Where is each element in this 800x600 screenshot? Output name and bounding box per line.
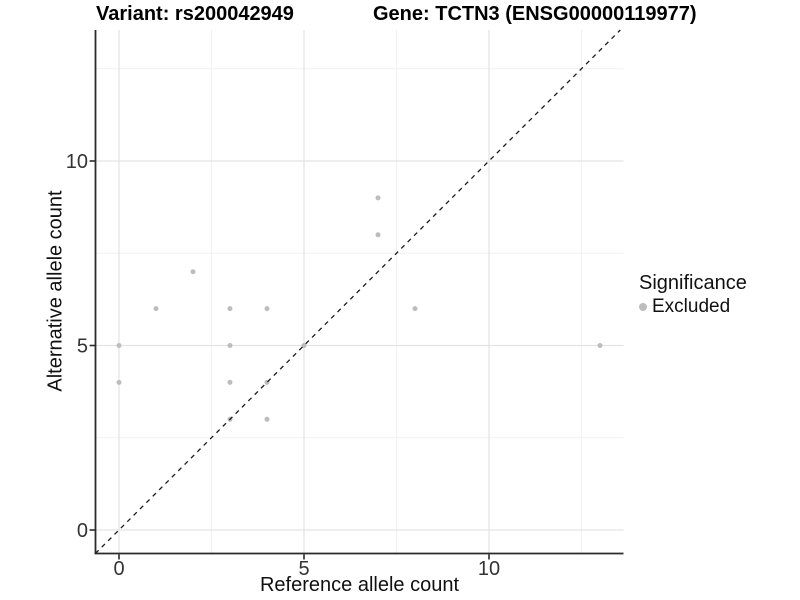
data-point	[597, 343, 603, 348]
plot-title-gene: Gene: TCTN3 (ENSG00000119977)	[373, 3, 697, 25]
identity-line	[94, 29, 621, 554]
data-point	[301, 343, 307, 348]
data-point	[190, 269, 196, 275]
data-point	[412, 306, 418, 312]
data-point	[227, 343, 233, 348]
data-point	[116, 343, 122, 348]
y-tick-label: 0	[77, 520, 88, 542]
x-tick-label: 10	[478, 558, 500, 580]
data-point	[153, 306, 159, 312]
plot-title-variant: Variant: rs200042949	[96, 3, 294, 25]
data-point	[264, 416, 270, 422]
x-tick-label: 5	[298, 558, 309, 580]
data-point	[116, 379, 122, 385]
data-point	[375, 232, 381, 238]
data-point	[227, 379, 233, 385]
data-point	[227, 306, 233, 312]
legend-title: Significance	[639, 272, 747, 294]
legend-point-icon	[639, 303, 647, 311]
x-tick-label: 0	[113, 558, 124, 580]
y-tick-label: 10	[66, 151, 88, 173]
x-axis-title: Reference allele count	[259, 574, 459, 596]
y-axis-title: Alternative allele count	[44, 190, 67, 392]
data-point	[264, 306, 270, 312]
y-tick-label: 5	[77, 336, 88, 358]
legend-item-label: Excluded	[652, 296, 731, 317]
data-point	[375, 195, 381, 201]
legend-item: Excluded	[639, 296, 747, 318]
legend: Significance Excluded	[639, 271, 747, 318]
